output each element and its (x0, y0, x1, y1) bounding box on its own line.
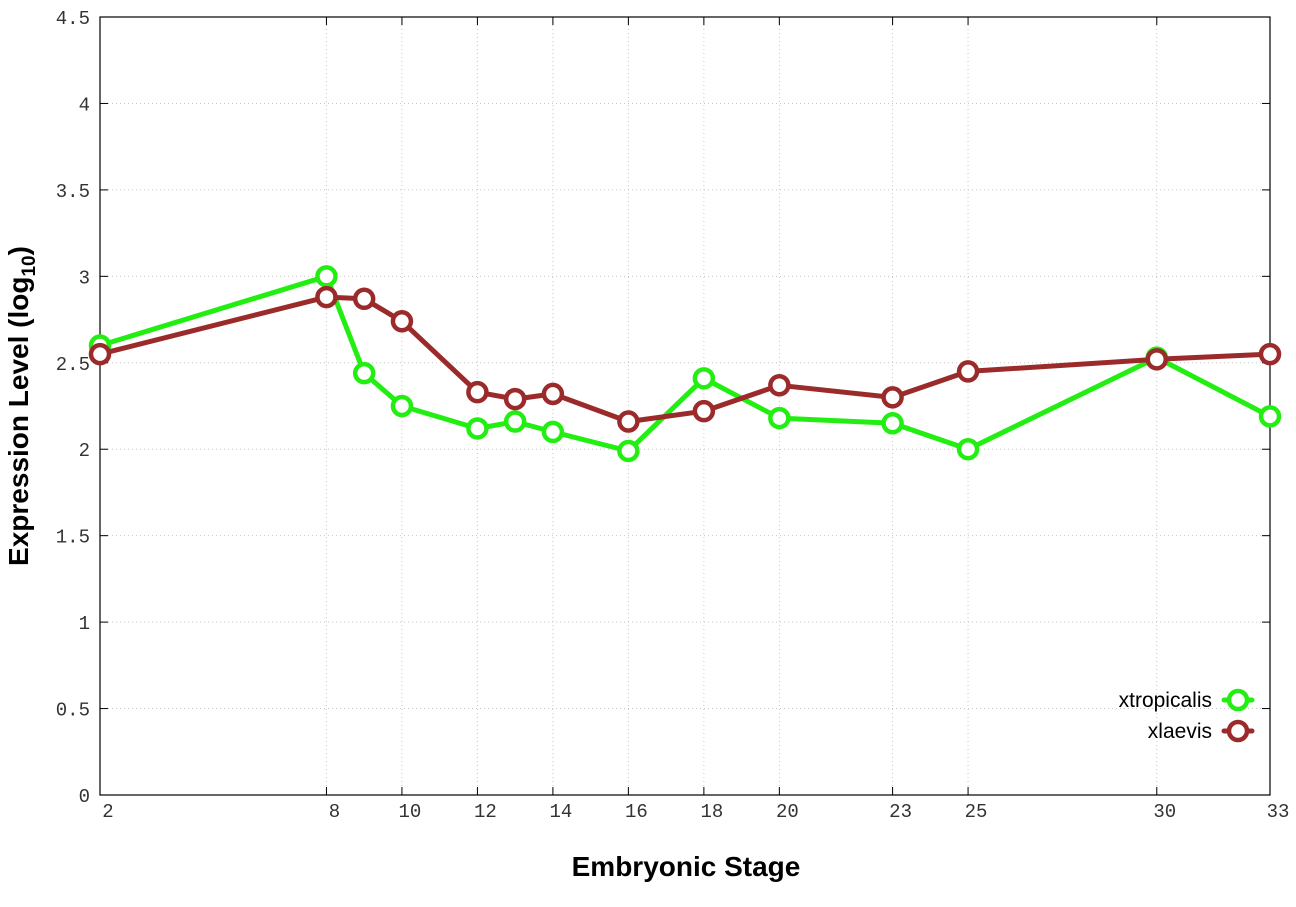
x-tick-label: 23 (889, 801, 912, 823)
legend-item-xtropicalis: xtropicalis (1119, 688, 1255, 712)
data-point-xlaevis (768, 374, 791, 397)
legend: xtropicalis xlaevis (1119, 688, 1255, 743)
y-tick-label: 3.5 (56, 181, 90, 203)
data-point-xtropicalis (503, 410, 527, 433)
y-tick-label: 0 (79, 786, 90, 808)
data-point-xtropicalis (466, 417, 489, 440)
x-tick-label: 20 (776, 801, 799, 823)
data-point-xlaevis (1145, 348, 1169, 371)
data-point-xlaevis (956, 360, 980, 383)
data-point-xtropicalis (541, 420, 565, 444)
data-point-xlaevis (692, 399, 716, 423)
x-tick-label: 14 (549, 801, 572, 823)
data-point-xtropicalis (768, 406, 791, 430)
data-point-xtropicalis (352, 361, 376, 385)
y-tick-label: 3 (79, 267, 90, 289)
data-point-xlaevis (352, 287, 376, 311)
data-point-xtropicalis (692, 367, 716, 390)
data-point-xlaevis (315, 285, 338, 309)
y-tick-label: 4.5 (56, 8, 90, 30)
data-point-xtropicalis (1258, 405, 1282, 428)
x-axis-title: Embryonic Stage (572, 851, 801, 882)
y-axis-title-main: Expression Level (log (3, 277, 34, 566)
x-tick-label: 25 (965, 801, 988, 823)
data-point-xlaevis (88, 342, 112, 366)
data-point-xlaevis (390, 310, 414, 333)
y-tick-label: 2.5 (56, 354, 90, 376)
x-tick-label: 18 (700, 801, 723, 823)
y-tick-label: 1 (79, 613, 90, 635)
y-axis-title-close: ) (3, 246, 34, 255)
data-point-xtropicalis (881, 412, 904, 435)
grid (100, 17, 1270, 795)
y-tick-label: 2 (79, 440, 90, 462)
data-point-xtropicalis (956, 437, 980, 461)
x-tick-label: 12 (474, 801, 497, 823)
data-point-xlaevis (617, 410, 640, 433)
series-xlaevis (88, 285, 1282, 433)
y-axis-title-subscript: 10 (19, 255, 40, 276)
y-tick-label: 1.5 (56, 527, 90, 549)
x-tick-label: 10 (399, 801, 422, 823)
y-axis-title: Expression Level (log10) (3, 246, 40, 566)
data-point-xlaevis (541, 382, 565, 406)
legend-swatch-marker (1226, 719, 1250, 743)
legend-label: xtropicalis (1119, 689, 1212, 712)
x-tick-label: 30 (1153, 801, 1176, 823)
x-tick-label: 2 (102, 801, 113, 823)
series-lines (88, 265, 1282, 463)
x-tick-label: 16 (625, 801, 648, 823)
axis-ticks: 0 0.5 1 1.5 2 2.5 3 3.5 4 4.5 2 8 10 12 14 16 18 20 23 25 30… (56, 8, 1290, 823)
data-point-xlaevis (1258, 342, 1282, 366)
data-point-xlaevis (881, 386, 904, 409)
legend-item-xlaevis: xlaevis (1148, 719, 1255, 743)
y-tick-label: 0.5 (56, 700, 90, 722)
plot-frame (99, 16, 1271, 796)
x-tick-label: 33 (1267, 801, 1290, 823)
data-point-xlaevis (466, 380, 489, 404)
legend-swatch-marker (1226, 688, 1250, 712)
series-line-xlaevis (97, 294, 1273, 425)
data-point-xtropicalis (390, 394, 414, 418)
x-tick-label: 8 (329, 801, 340, 823)
data-point-xlaevis (503, 387, 527, 411)
data-point-xtropicalis (315, 265, 338, 288)
legend-label: xlaevis (1148, 720, 1212, 743)
y-tick-label: 4 (79, 94, 90, 116)
data-point-xtropicalis (617, 439, 640, 463)
